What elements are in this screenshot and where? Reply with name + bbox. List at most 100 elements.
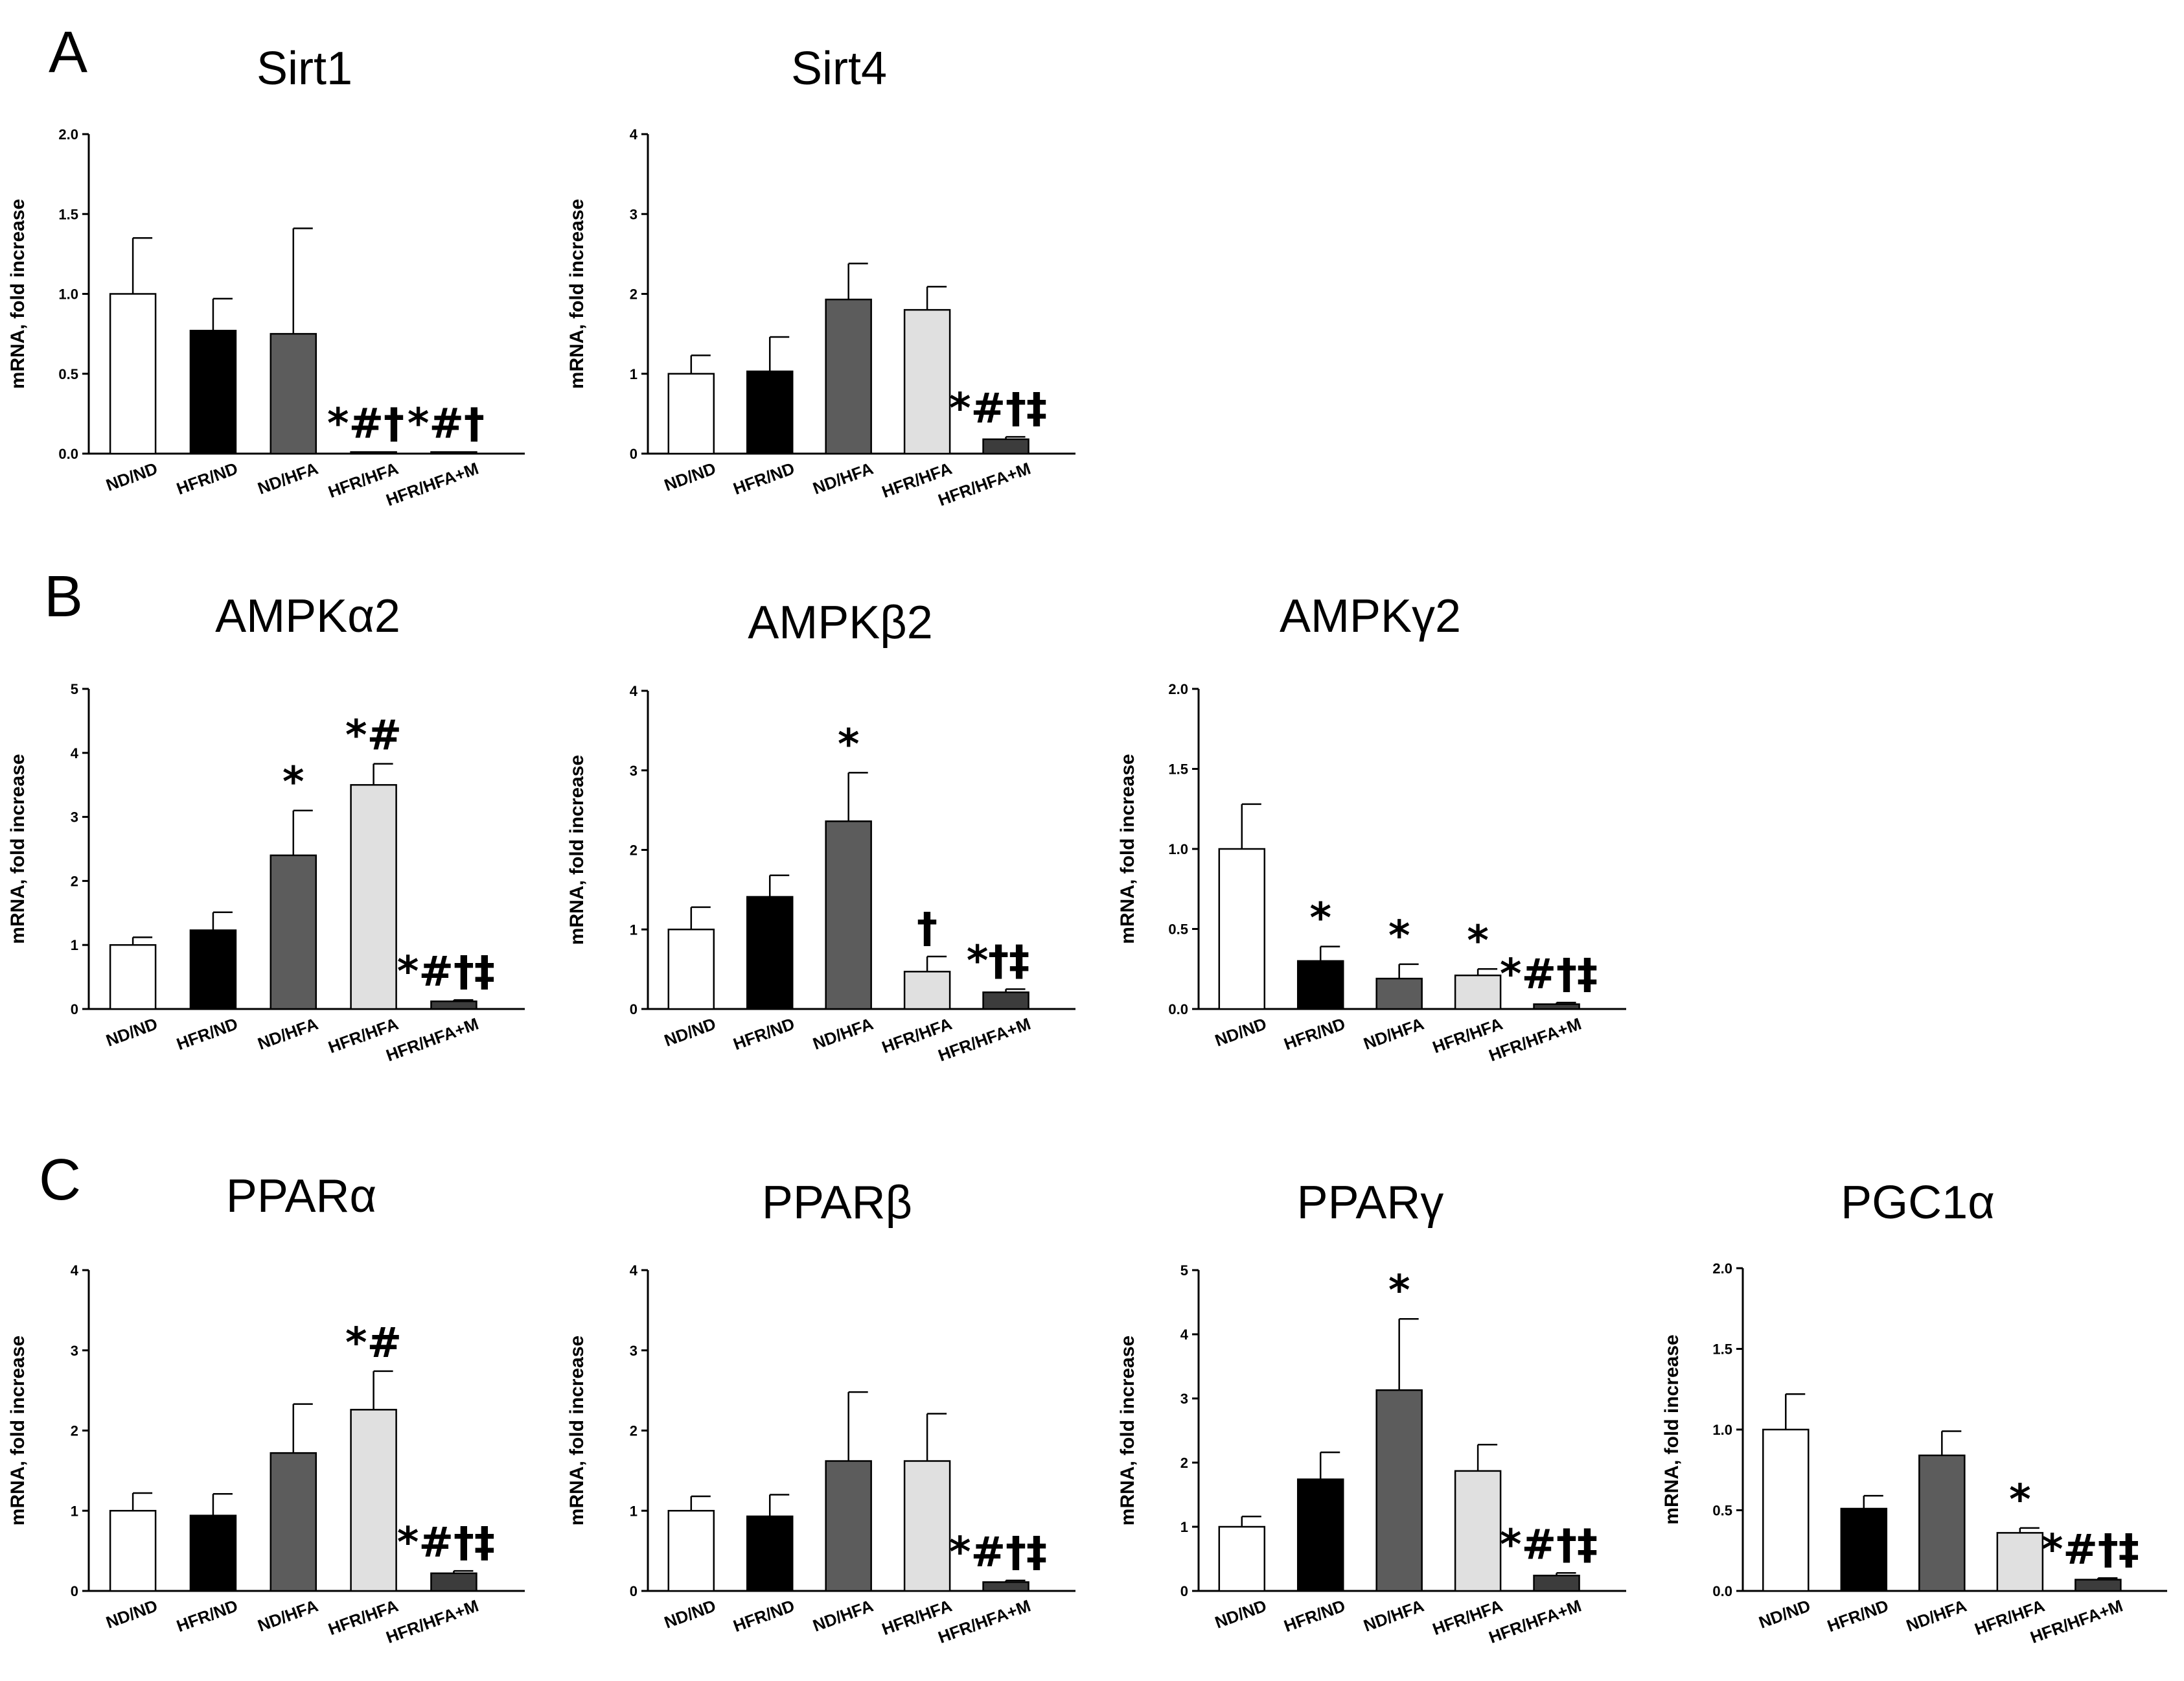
- sirt1-x-tick-label: HFR/HFA+M: [384, 458, 481, 509]
- pparg-bar: [1218, 1525, 1266, 1592]
- pparg-significance-label: *: [1388, 1267, 1410, 1315]
- panel-label-b: B: [44, 564, 84, 629]
- pparg-x-tick-label: HFR/ND: [1282, 1595, 1348, 1636]
- pparb-y-tick-label: 1: [630, 1503, 638, 1519]
- ppara-y-tick-label: 0: [71, 1583, 78, 1599]
- ampkg2-bar: [1218, 848, 1266, 1010]
- sirt4-y-tick-label: 2: [630, 286, 638, 303]
- sirt4-title: Sirt4: [791, 43, 887, 95]
- pparg-x-tick-label: ND/HFA: [1361, 1595, 1427, 1635]
- panel-label-c: C: [39, 1148, 81, 1212]
- sirt4-y-tick-label: 0: [630, 446, 638, 462]
- ampkg2-y-tick-label: 2.0: [1168, 681, 1188, 697]
- ampkb2-y-tick-label: 1: [630, 922, 638, 938]
- ampkg2-bar: [1375, 977, 1423, 1010]
- ampka2-bar: [189, 929, 237, 1010]
- sirt1-bar: [270, 332, 317, 455]
- sirt1-y-tick-label: 0.0: [58, 446, 78, 462]
- sirt1-x-tick-label: ND/ND: [104, 458, 161, 494]
- ampka2-y-tick-label: 2: [71, 873, 78, 889]
- sirt1-bar: [109, 293, 157, 455]
- ampkg2-y-tick-label: 1.0: [1168, 841, 1188, 857]
- ppara-x-tick-label: ND/HFA: [255, 1595, 321, 1635]
- pgc1a-bar: [1996, 1532, 2044, 1592]
- pparg-bar: [1533, 1574, 1580, 1592]
- pparb-bar: [746, 1515, 794, 1592]
- sirt4-y-tick-label: 4: [630, 126, 638, 143]
- ppara-bar: [270, 1452, 317, 1592]
- pparb-x-tick-label: HFR/ND: [731, 1595, 798, 1636]
- ampka2-y-tick-label: 4: [71, 745, 79, 761]
- pgc1a-bar: [1918, 1454, 1966, 1592]
- ampkb2-bar: [982, 991, 1029, 1010]
- ampka2-bar: [350, 783, 397, 1010]
- ampka2-significance-label: *#†‡: [397, 948, 495, 996]
- ppara-y-label: mRNA, fold increase: [7, 1336, 29, 1525]
- sirt4-bar: [903, 308, 951, 455]
- ampkb2-y-tick-label: 0: [630, 1001, 638, 1017]
- ampkb2-y-tick-label: 3: [630, 763, 638, 779]
- pgc1a-x-tick-label: ND/ND: [1756, 1595, 1813, 1632]
- pgc1a-title: PGC1α: [1841, 1177, 1995, 1229]
- sirt1-bar: [350, 451, 397, 455]
- sirt4-y-tick-label: 3: [630, 206, 638, 222]
- sirt1-significance-label: *#†: [408, 400, 485, 448]
- ppara-y-tick-label: 1: [71, 1503, 78, 1519]
- ppara-title: PPARα: [226, 1170, 376, 1222]
- pparb-title: PPARβ: [762, 1177, 912, 1229]
- ampkg2-title: AMPKγ2: [1280, 590, 1461, 642]
- sirt4-bar: [746, 370, 794, 455]
- ampkb2-significance-label: *†‡: [967, 937, 1029, 985]
- pparg-y-label: mRNA, fold increase: [1117, 1336, 1138, 1525]
- ampka2-y-tick-label: 5: [71, 681, 78, 697]
- sirt4-significance-label: *#†‡: [949, 385, 1047, 433]
- ampkb2-x-tick-label: ND/ND: [661, 1014, 718, 1050]
- pparg-y-tick-label: 1: [1180, 1519, 1188, 1535]
- ampkg2-significance-label: *: [1309, 895, 1331, 943]
- ampkb2-bar: [825, 820, 872, 1010]
- ampkg2-y-label: mRNA, fold increase: [1117, 754, 1138, 944]
- ppara-bar: [350, 1409, 397, 1592]
- pgc1a-bar: [1840, 1507, 1888, 1592]
- sirt1-x-tick-label: HFR/ND: [174, 458, 240, 498]
- ampka2-y-label: mRNA, fold increase: [7, 754, 29, 944]
- pparg-significance-label: *#†‡: [1500, 1521, 1598, 1569]
- ampkg2-y-tick-label: 1.5: [1168, 761, 1188, 778]
- pparb-bar: [903, 1460, 951, 1592]
- ampka2-x-tick-label: ND/HFA: [255, 1014, 321, 1053]
- sirt4-bar: [667, 373, 715, 455]
- pgc1a-x-tick-label: ND/HFA: [1903, 1595, 1969, 1635]
- ampka2-y-tick-label: 0: [71, 1001, 78, 1017]
- pparg-bar: [1375, 1389, 1423, 1592]
- sirt4-bar: [825, 298, 872, 455]
- ppara-bar: [109, 1510, 157, 1592]
- pparb-x-tick-label: ND/ND: [661, 1595, 718, 1632]
- pgc1a-x-tick-label: HFR/ND: [1824, 1595, 1891, 1636]
- pgc1a-y-tick-label: 2.0: [1712, 1260, 1732, 1277]
- ampkb2-bar: [903, 971, 951, 1010]
- ppara-x-tick-label: HFR/HFA+M: [384, 1595, 481, 1647]
- sirt1-x-tick-label: ND/HFA: [255, 458, 321, 498]
- sirt1-bar: [430, 451, 477, 455]
- pparg-y-tick-label: 5: [1180, 1262, 1188, 1279]
- pgc1a-y-tick-label: 0.5: [1712, 1503, 1732, 1519]
- pparb-significance-label: *#†‡: [949, 1529, 1047, 1577]
- sirt4-x-tick-label: ND/HFA: [810, 458, 876, 498]
- panel-label-a: A: [49, 20, 88, 85]
- ampka2-title: AMPKα2: [215, 590, 400, 642]
- ppara-bar: [189, 1514, 237, 1592]
- pparg-y-tick-label: 2: [1180, 1455, 1188, 1471]
- sirt1-y-label: mRNA, fold increase: [7, 199, 29, 389]
- ampka2-y-tick-label: 3: [71, 809, 78, 826]
- pgc1a-y-label: mRNA, fold increase: [1661, 1334, 1683, 1524]
- pparb-bar: [825, 1460, 872, 1592]
- ampkb2-significance-label: †: [917, 905, 937, 953]
- sirt4-y-tick-label: 1: [630, 366, 638, 382]
- sirt1-bar: [189, 329, 237, 455]
- pparg-y-tick-label: 4: [1180, 1327, 1189, 1343]
- ampkg2-bar: [1533, 1003, 1580, 1010]
- ampkb2-y-tick-label: 4: [630, 683, 638, 699]
- pparg-title: PPARγ: [1297, 1177, 1444, 1229]
- ampkg2-y-tick-label: 0.0: [1168, 1001, 1188, 1017]
- pparb-y-tick-label: 4: [630, 1262, 638, 1279]
